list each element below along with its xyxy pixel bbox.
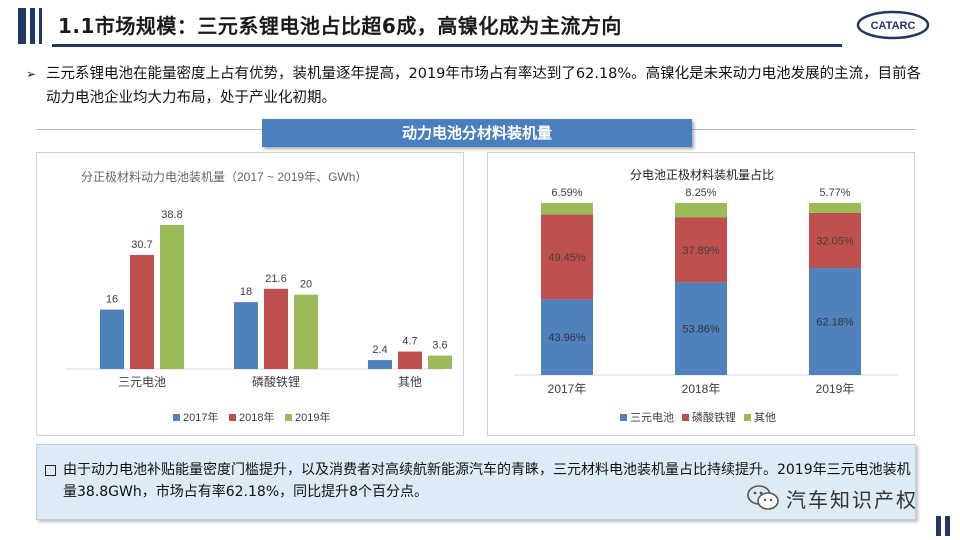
data-label: 21.6 — [265, 273, 286, 285]
data-label: 43.96% — [548, 332, 586, 344]
data-label: 2.4 — [372, 344, 387, 356]
data-label: 53.86% — [682, 324, 720, 336]
legend-swatch — [229, 414, 236, 421]
summary-text: 由于动力电池补贴能量密度门槛提升，以及消费者对高续航新能源汽车的青睐，三元材料电… — [63, 462, 911, 500]
watermark: 汽车知识产权 — [746, 482, 936, 514]
data-label: 8.25% — [685, 187, 716, 199]
data-label: 3.6 — [432, 340, 447, 352]
bar — [100, 309, 124, 369]
data-label: 37.89% — [682, 245, 720, 257]
section-banner: 动力电池分材料装机量 — [262, 119, 692, 147]
bar-segment — [675, 217, 727, 283]
bar-chart-panel: 分正极材料动力电池装机量（2017 ~ 2019年、GWh） 16 30.7 38.8… — [36, 152, 464, 436]
arrow-bullet-icon: ➢ — [26, 67, 37, 81]
legend-label: 2018年 — [239, 410, 274, 424]
bar-segment — [541, 203, 593, 215]
bar — [234, 302, 258, 369]
bar — [398, 351, 422, 369]
stacked-chart-panel: 分电池正极材料装机量占比 43.96% 49.45% 6.59% 2017年 53.86%… — [487, 152, 915, 436]
data-label: 4.7 — [402, 336, 417, 348]
corner-accent-bars — [936, 516, 952, 536]
data-label: 16 — [106, 294, 118, 306]
data-label: 18 — [240, 286, 252, 298]
data-label: 20 — [300, 279, 312, 291]
data-label: 6.59% — [551, 187, 582, 199]
chart-title: 分电池正极材料装机量占比 — [630, 167, 774, 182]
legend-swatch — [173, 414, 180, 421]
data-label: 30.7 — [131, 239, 152, 251]
data-label: 62.18% — [816, 317, 854, 329]
title-underline — [52, 44, 842, 47]
stacked-bar-chart: 分电池正极材料装机量占比 43.96% 49.45% 6.59% 2017年 53.86%… — [514, 167, 898, 424]
bar — [160, 224, 184, 369]
data-label: 32.05% — [816, 235, 854, 247]
legend-swatch — [285, 414, 292, 421]
x-tick-label: 2017年 — [548, 382, 587, 396]
chart-title: 分正极材料动力电池装机量（2017 ~ 2019年、GWh） — [81, 170, 367, 184]
bar-segment — [809, 203, 861, 213]
legend-swatch — [744, 414, 751, 421]
bar — [294, 294, 318, 369]
intro-paragraph: ➢ 三元系锂电池在能量密度上占有优势，装机量逐年提高，2019年市场占有率达到了… — [26, 62, 926, 110]
square-bullet-icon — [45, 465, 56, 476]
legend-label: 其他 — [754, 411, 776, 424]
x-tick-label: 磷酸铁锂 — [252, 374, 300, 389]
legend-label: 2019年 — [295, 410, 330, 424]
legend-label: 三元电池 — [630, 411, 674, 424]
bar-segment — [809, 212, 861, 269]
page-title: 1.1市场规模：三元系锂电池占比超6成，高镍化成为主流方向 — [58, 14, 622, 38]
bar — [428, 355, 452, 369]
bar-segment — [809, 268, 861, 375]
catarc-logo: CATARC — [856, 10, 930, 40]
intro-text: 三元系锂电池在能量密度上占有优势，装机量逐年提高，2019年市场占有率达到了62… — [46, 66, 922, 106]
legend-swatch — [620, 414, 627, 421]
legend-swatch — [682, 414, 689, 421]
bar — [130, 254, 154, 369]
bar-segment — [675, 203, 727, 218]
logo-text: CATARC — [871, 20, 916, 32]
data-label: 38.8 — [161, 209, 182, 221]
grouped-bar-chart: 分正极材料动力电池装机量（2017 ~ 2019年、GWh） 16 30.7 38.8… — [67, 170, 452, 424]
bar-segment — [541, 214, 593, 300]
x-tick-label: 2019年 — [816, 382, 855, 396]
data-label: 49.45% — [548, 252, 586, 264]
legend-label: 2017年 — [183, 410, 218, 424]
legend-label: 磷酸铁锂 — [692, 410, 736, 424]
x-tick-label: 三元电池 — [118, 375, 166, 389]
x-tick-label: 2018年 — [682, 382, 721, 396]
data-label: 5.77% — [819, 187, 850, 199]
title-accent-bars — [0, 8, 48, 44]
bar-segment — [675, 282, 727, 375]
bar — [368, 360, 392, 369]
bar — [264, 288, 288, 369]
bar-segment — [541, 299, 593, 375]
x-tick-label: 其他 — [398, 375, 422, 389]
watermark-text: 汽车知识产权 — [786, 488, 918, 512]
wechat-icon — [747, 485, 779, 510]
